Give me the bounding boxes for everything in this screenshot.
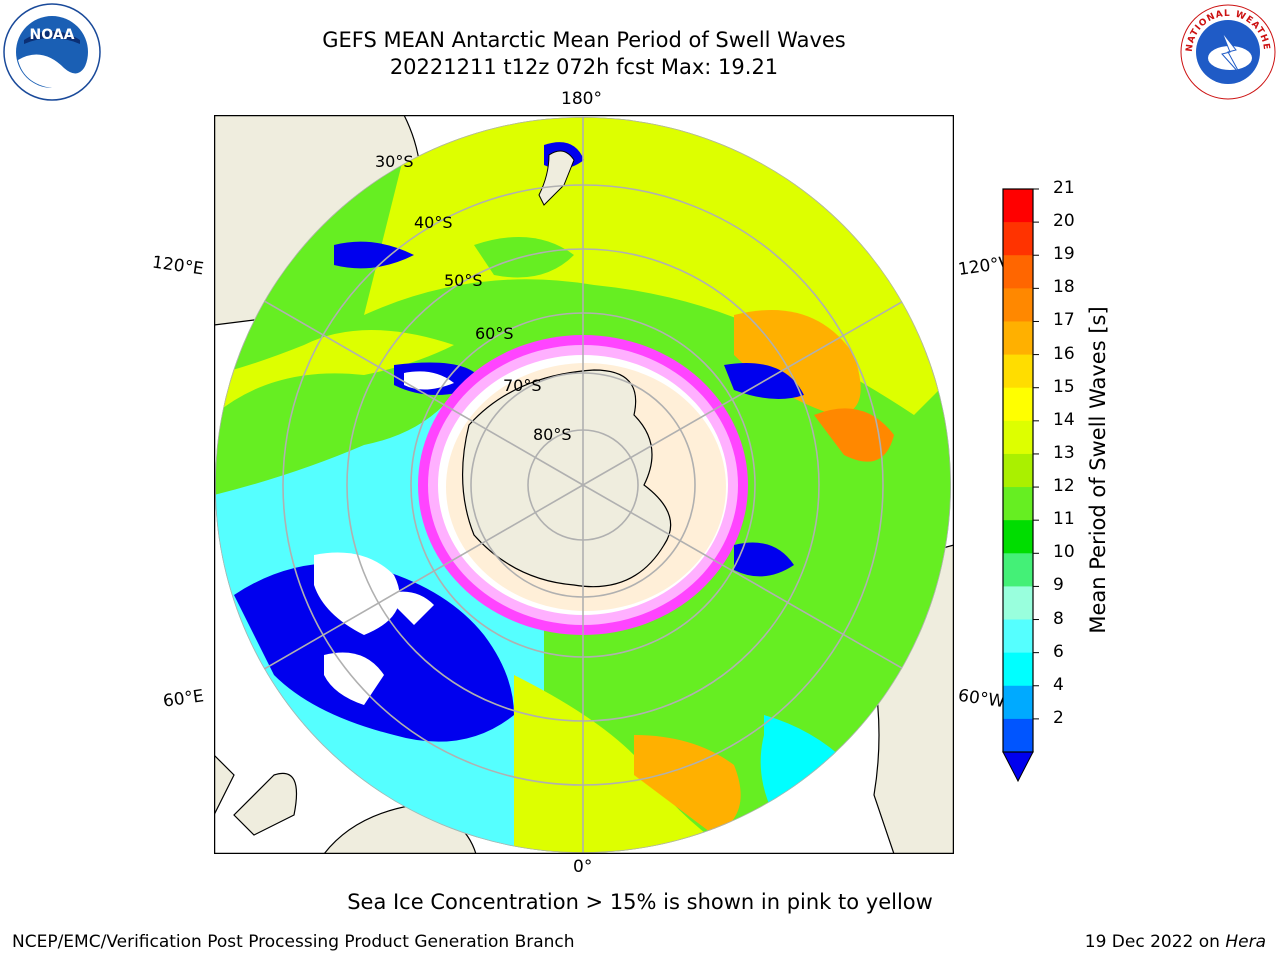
colorbar-tick-label: 2 [1053, 707, 1064, 728]
colorbar-band [1003, 288, 1033, 322]
colorbar-band [1003, 321, 1033, 356]
footer-machine: Hera [1225, 932, 1266, 952]
colorbar-tick-label: 13 [1053, 442, 1075, 463]
colorbar-tick-label: 16 [1053, 343, 1075, 364]
colorbar-tick-label: 19 [1053, 244, 1075, 265]
colorbar-band [1003, 222, 1033, 256]
colorbar-band [1003, 718, 1033, 753]
nws-logo: NATIONAL WEATHER SERVICE [1178, 2, 1276, 100]
colorbar-ticks [1033, 188, 1039, 720]
colorbar-tick-label: 14 [1053, 409, 1075, 430]
colorbar-outline [1002, 188, 1034, 753]
colorbar-tick-label: 11 [1053, 509, 1075, 530]
colorbar-tick-label: 9 [1053, 575, 1064, 596]
colorbar-tick-label: 4 [1053, 674, 1064, 695]
footer-date: 19 Dec 2022 on Hera [1085, 932, 1266, 952]
colorbar-extend-arrow [1002, 751, 1034, 783]
colorbar-band [1003, 387, 1033, 422]
lat-label-50s: 50°S [444, 271, 483, 290]
colorbar-band [1003, 685, 1033, 720]
antarctica-landmass [461, 369, 672, 588]
colorbar-tick-label: 10 [1053, 542, 1075, 563]
colorbar-band [1003, 189, 1033, 223]
map-subtitle: 20221211 t12z 072h fcst Max: 19.21 [389, 55, 779, 79]
lon-label-60e: 60°E [161, 686, 206, 712]
map-frame [214, 115, 954, 854]
colorbar-band [1003, 453, 1033, 488]
colorbar-tick-label: 21 [1053, 178, 1075, 198]
lon-label-0: 0° [573, 857, 593, 877]
lon-label-120e: 120°E [150, 252, 205, 280]
lat-label-80s: 80°S [533, 425, 572, 444]
sea-ice-caption: Sea Ice Concentration > 15% is shown in … [347, 890, 933, 914]
colorbar-tick-label: 18 [1053, 277, 1075, 298]
colorbar [1002, 188, 1039, 783]
map-title: GEFS MEAN Antarctic Mean Period of Swell… [322, 28, 846, 52]
lat-label-30s: 30°S [375, 152, 414, 171]
colorbar-tick-label: 20 [1053, 211, 1075, 232]
colorbar-band [1003, 420, 1033, 455]
lat-label-60s: 60°S [475, 324, 514, 343]
graticule [215, 117, 951, 853]
lat-label-70s: 70°S [503, 376, 542, 395]
noaa-logo: NOAA [3, 3, 101, 101]
colorbar-bands [1003, 189, 1033, 753]
colorbar-tick-label: 15 [1053, 376, 1075, 397]
noaa-logo-text: NOAA [30, 27, 75, 43]
footer-date-text: 19 Dec 2022 on [1084, 932, 1226, 952]
colorbar-band [1003, 255, 1033, 289]
colorbar-band [1003, 553, 1033, 587]
lon-label-180: 180° [561, 89, 602, 109]
colorbar-tick-label: 6 [1053, 641, 1064, 662]
colorbar-band [1003, 586, 1033, 621]
lat-label-40s: 40°S [414, 213, 453, 232]
colorbar-band [1003, 652, 1033, 687]
colorbar-band [1003, 520, 1033, 554]
colorbar-band [1003, 619, 1033, 654]
colorbar-tick-label: 12 [1053, 476, 1075, 497]
colorbar-band [1003, 354, 1033, 389]
footer-credit: NCEP/EMC/Verification Post Processing Pr… [12, 932, 575, 952]
colorbar-band [1003, 487, 1033, 521]
colorbar-tick-label: 17 [1053, 310, 1075, 331]
polar-map [214, 115, 954, 854]
colorbar-tick-label: 8 [1053, 608, 1064, 629]
